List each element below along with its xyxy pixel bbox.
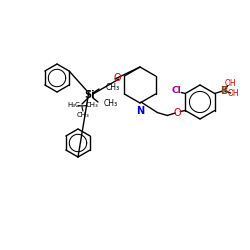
Text: OH: OH bbox=[228, 89, 239, 98]
Text: CH₃: CH₃ bbox=[86, 102, 98, 108]
Text: O: O bbox=[113, 73, 121, 83]
Text: Si: Si bbox=[85, 90, 95, 100]
Text: N: N bbox=[136, 106, 144, 116]
Text: CH₃: CH₃ bbox=[104, 100, 118, 108]
Text: CH₃: CH₃ bbox=[106, 82, 120, 92]
Text: B: B bbox=[220, 86, 228, 96]
Text: H₃C: H₃C bbox=[68, 102, 80, 108]
Text: Cl: Cl bbox=[172, 86, 181, 95]
Text: OH: OH bbox=[225, 79, 236, 88]
Text: O: O bbox=[174, 108, 181, 118]
Text: CH₃: CH₃ bbox=[76, 112, 90, 118]
